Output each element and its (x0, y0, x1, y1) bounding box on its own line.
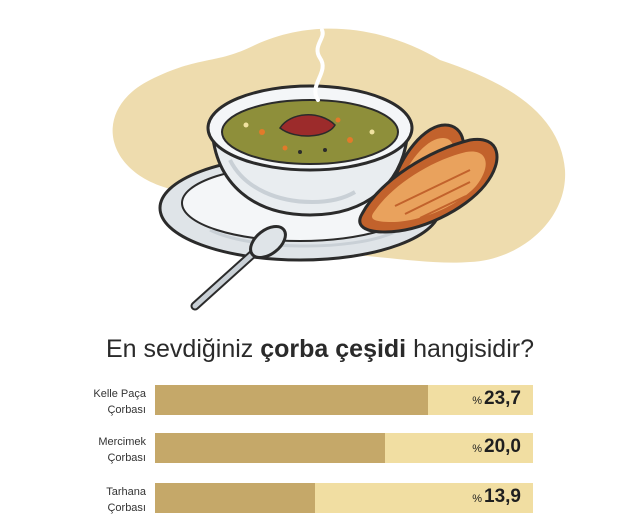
data-label: % 23,7 (472, 388, 521, 410)
category-label: Tarhana Çorbası (16, 484, 146, 516)
value-text: 23,7 (484, 388, 521, 409)
bar (155, 433, 385, 463)
bar-track: % 13,9 (155, 483, 533, 513)
data-label: % 13,9 (472, 486, 521, 508)
category-label-line: Kelle Paça (93, 388, 146, 400)
spoon-icon (190, 224, 287, 311)
title-part-3: hangisidir? (406, 335, 534, 363)
steam-icon (313, 28, 325, 102)
bar-track: % 23,7 (155, 385, 533, 415)
bar-row: Kelle Paça Çorbası% 23,7 (0, 385, 640, 421)
percent-symbol: % (472, 395, 483, 407)
percent-symbol: % (472, 493, 483, 505)
bar-row: Mercimek Çorbası% 20,0 (0, 433, 640, 469)
category-label-line: Çorbası (107, 404, 146, 416)
bar-track: % 20,0 (155, 433, 533, 463)
title-part-2: çorba çeşidi (260, 335, 407, 363)
data-label: % 20,0 (472, 436, 521, 458)
chart-title: En sevdiğiniz çorba çeşidi hangisidir? (0, 335, 640, 364)
percent-symbol: % (472, 443, 483, 455)
bread-icon (358, 123, 499, 234)
bar-row: Tarhana Çorbası% 13,9 (0, 483, 640, 519)
value-text: 20,0 (484, 436, 521, 457)
soup-illustration (112, 28, 566, 311)
category-label: Mercimek Çorbası (16, 434, 146, 466)
value-text: 13,9 (484, 486, 521, 507)
category-label-line: Mercimek (98, 436, 146, 448)
title-part-1: En sevdiğiniz (105, 335, 261, 363)
bar (155, 483, 315, 513)
bar (155, 385, 428, 415)
category-label-line: Çorbası (107, 502, 146, 514)
category-label-line: Çorbası (107, 452, 146, 464)
category-label: Kelle Paça Çorbası (16, 386, 146, 418)
category-label-line: Tarhana (106, 486, 146, 498)
